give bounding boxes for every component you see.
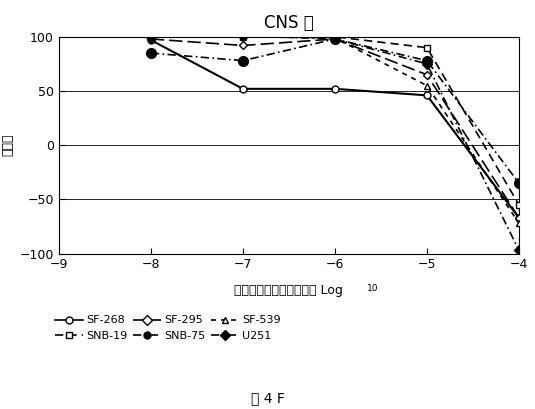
Y-axis label: 増殖率: 増殖率 <box>1 134 14 157</box>
Legend: SF-268, SNB-19, SF-295, SNB-75, SF-539, U251: SF-268, SNB-19, SF-295, SNB-75, SF-539, … <box>55 315 281 341</box>
Title: CNS 癒: CNS 癒 <box>264 14 314 32</box>
Text: サンプル濃度（モル）の Log: サンプル濃度（モル）の Log <box>234 284 343 297</box>
Text: 図 4 F: 図 4 F <box>250 391 285 405</box>
Text: 10: 10 <box>367 284 379 293</box>
